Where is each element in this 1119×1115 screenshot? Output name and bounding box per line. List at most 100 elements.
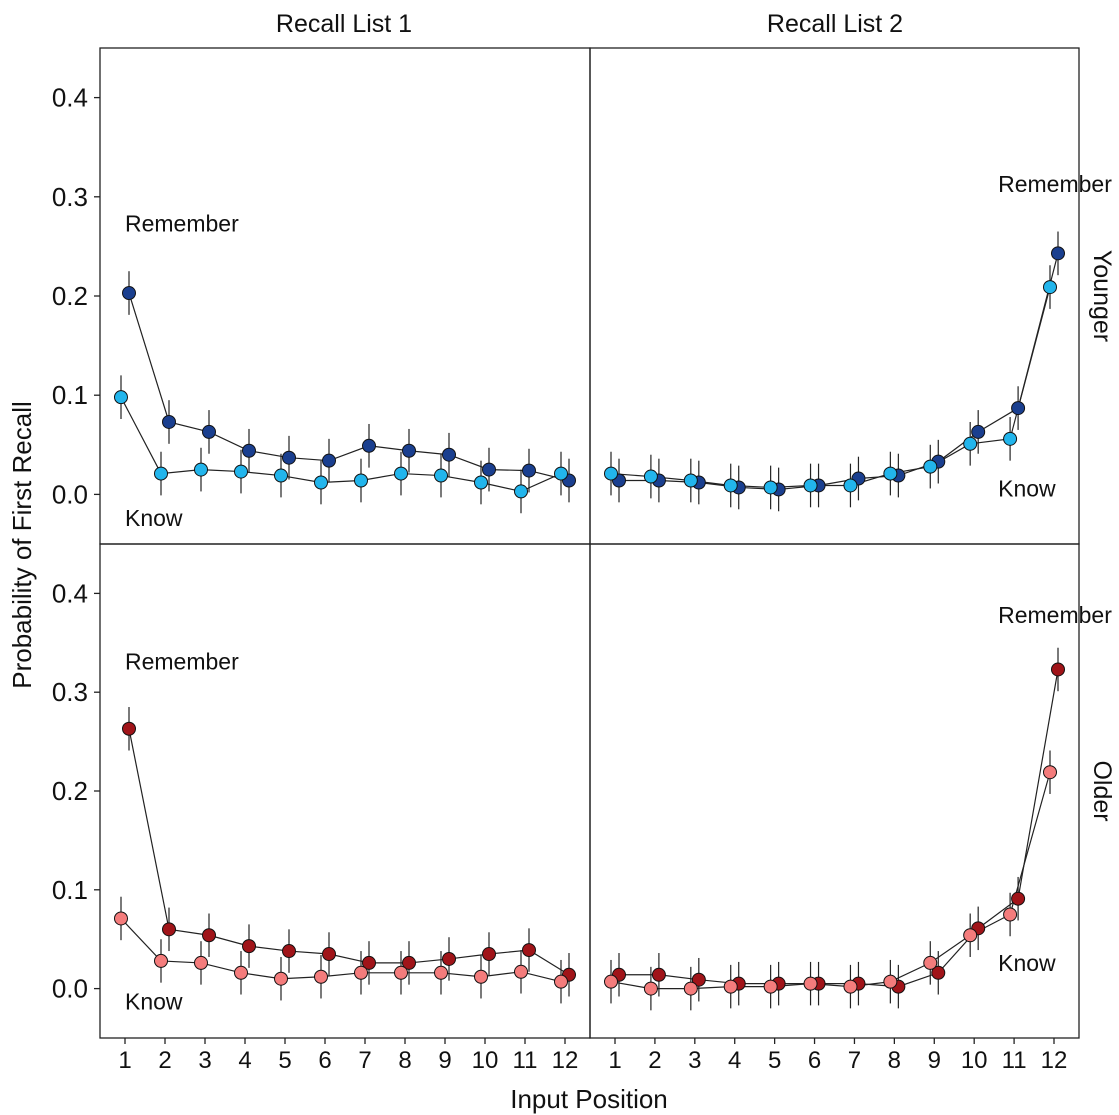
data-point-remember xyxy=(651,967,666,982)
panel-frame-younger-2 xyxy=(589,47,1080,545)
data-point-remember xyxy=(522,943,536,958)
annotation-know: Know xyxy=(998,475,1056,501)
data-point-know xyxy=(1043,280,1057,295)
data-point-know xyxy=(154,953,168,968)
data-point-know xyxy=(803,478,818,493)
data-point-remember xyxy=(1011,401,1026,416)
annotation-know: Know xyxy=(998,950,1056,976)
data-point-know xyxy=(354,473,368,488)
x-tick-label: 10 xyxy=(472,1047,499,1074)
data-point-know xyxy=(803,976,818,991)
y-tick-label: 0.4 xyxy=(52,83,88,113)
data-point-know xyxy=(354,965,368,980)
series-line-know xyxy=(610,286,1051,489)
y-tick-label: 0.0 xyxy=(52,479,88,509)
series-line-remember xyxy=(619,253,1059,491)
y-tick-label: 0.3 xyxy=(52,182,88,212)
data-point-know xyxy=(274,971,288,986)
x-tick-label: 6 xyxy=(808,1047,821,1074)
data-point-know xyxy=(963,436,978,451)
data-point-know xyxy=(314,475,328,490)
data-point-know xyxy=(114,390,128,405)
x-tick-label: 6 xyxy=(318,1047,331,1074)
data-point-know xyxy=(394,466,408,481)
data-point-remember xyxy=(362,438,376,453)
data-point-remember xyxy=(1051,662,1065,677)
x-tick-label: 5 xyxy=(768,1047,781,1074)
x-tick-label: 3 xyxy=(688,1047,701,1074)
x-tick-label: 9 xyxy=(438,1047,451,1074)
data-point-remember xyxy=(162,922,176,937)
data-point-remember xyxy=(522,463,536,478)
data-point-remember xyxy=(442,447,456,462)
data-point-remember xyxy=(442,951,456,966)
x-tick-label: 11 xyxy=(513,1047,538,1074)
data-point-know xyxy=(194,955,208,970)
annotation-remember: Remember xyxy=(998,171,1112,197)
data-point-know xyxy=(474,969,488,984)
x-tick-label: 7 xyxy=(848,1047,861,1074)
row-label-younger: Younger xyxy=(1088,250,1116,342)
data-point-remember xyxy=(202,424,216,439)
data-point-remember xyxy=(202,928,216,943)
x-tick-label: 9 xyxy=(928,1047,941,1074)
data-point-remember xyxy=(402,955,416,970)
data-point-remember xyxy=(1011,891,1026,906)
data-point-remember xyxy=(322,947,336,962)
x-tick-label: 8 xyxy=(888,1047,901,1074)
panel-frame-younger-1 xyxy=(99,47,591,545)
data-point-know xyxy=(1003,431,1018,446)
x-axis-label: Input Position xyxy=(510,1084,668,1114)
data-point-know xyxy=(514,964,528,979)
data-point-know xyxy=(194,462,208,477)
data-point-know xyxy=(234,464,248,479)
x-tick-label: 3 xyxy=(198,1047,211,1074)
data-point-know xyxy=(723,979,738,994)
y-tick-label: 0.2 xyxy=(52,776,88,806)
data-point-know xyxy=(314,969,328,984)
panel-frame-older-1 xyxy=(99,543,591,1039)
x-tick-label: 1 xyxy=(608,1047,621,1074)
x-tick-label: 7 xyxy=(358,1047,371,1074)
x-tick-label: 4 xyxy=(728,1047,741,1074)
x-tick-label: 5 xyxy=(278,1047,291,1074)
data-point-know xyxy=(883,974,898,989)
y-axis-label: Probability of First Recall xyxy=(7,401,37,689)
annotation-remember: Remember xyxy=(998,602,1112,628)
row-label-older: Older xyxy=(1088,760,1116,821)
y-tick-label: 0.1 xyxy=(52,875,88,905)
data-point-remember xyxy=(1051,246,1065,261)
data-point-remember xyxy=(242,939,256,954)
data-point-know xyxy=(683,473,698,488)
y-tick-label: 0.4 xyxy=(52,578,88,608)
x-tick-label: 4 xyxy=(238,1047,251,1074)
data-point-know xyxy=(1043,765,1057,780)
data-point-know xyxy=(554,974,568,989)
y-tick-label: 0.1 xyxy=(52,380,88,410)
annotation-remember: Remember xyxy=(125,648,239,674)
y-tick-label: 0.3 xyxy=(52,677,88,707)
data-point-know xyxy=(234,965,248,980)
data-point-remember xyxy=(322,453,336,468)
data-point-remember xyxy=(162,414,176,429)
annotation-know: Know xyxy=(125,988,183,1014)
data-point-know xyxy=(274,468,288,483)
series-line-remember xyxy=(128,728,570,976)
data-point-know xyxy=(394,965,408,980)
data-point-remember xyxy=(971,424,986,439)
data-point-know xyxy=(923,955,938,970)
data-point-remember xyxy=(482,462,496,477)
data-point-know xyxy=(474,475,488,490)
series-line-remember xyxy=(619,669,1059,988)
data-point-remember xyxy=(242,443,256,458)
data-point-know xyxy=(154,466,168,481)
data-point-know xyxy=(604,466,618,481)
column-label-recall-list-2: Recall List 2 xyxy=(767,10,903,38)
data-point-know xyxy=(643,469,658,484)
data-point-know xyxy=(843,478,858,493)
x-tick-label: 8 xyxy=(398,1047,411,1074)
x-tick-label: 12 xyxy=(1041,1047,1068,1074)
data-point-know xyxy=(723,478,738,493)
x-tick-label: 11 xyxy=(1002,1047,1027,1074)
